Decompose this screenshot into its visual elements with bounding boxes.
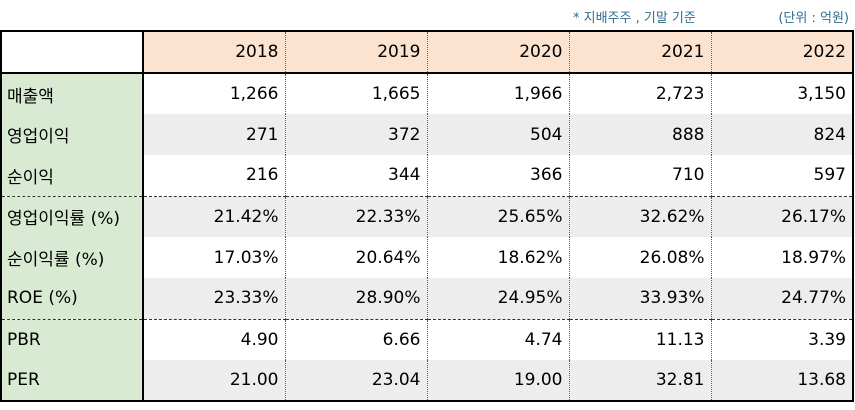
table-cell: 17.03% bbox=[142, 237, 286, 278]
table-cell: 23.33% bbox=[142, 278, 286, 319]
row-label: 영업이익률 (%) bbox=[0, 195, 144, 237]
financial-table: 2018 2019 2020 2021 2022 매출액 1,266 1,665… bbox=[0, 30, 854, 402]
table-cell: 1,266 bbox=[142, 72, 286, 114]
basis-note: * 지배주주 , 기말 기준 bbox=[573, 11, 696, 26]
table-row: 영업이익 271 372 504 888 824 bbox=[0, 114, 854, 155]
year-header: 2020 bbox=[426, 30, 570, 74]
table-cell: 24.95% bbox=[426, 278, 570, 319]
unit-note: (단위 : 억원) bbox=[778, 11, 849, 26]
table-cell: 21.42% bbox=[142, 195, 286, 237]
table-cell: 888 bbox=[568, 114, 712, 155]
table-row: PER 21.00 23.04 19.00 32.81 13.68 bbox=[0, 360, 854, 402]
table-cell: 1,966 bbox=[426, 72, 570, 114]
year-header: 2019 bbox=[284, 30, 428, 74]
table-cell: 18.97% bbox=[710, 237, 854, 278]
table-cell: 19.00 bbox=[426, 360, 570, 402]
row-label: PBR bbox=[0, 318, 144, 360]
table-cell: 13.68 bbox=[710, 360, 854, 402]
year-header: 2022 bbox=[710, 30, 854, 74]
table-cell: 271 bbox=[142, 114, 286, 155]
table-cell: 11.13 bbox=[568, 318, 712, 360]
table-cell: 32.62% bbox=[568, 195, 712, 237]
table-cell: 23.04 bbox=[284, 360, 428, 402]
row-label: 영업이익 bbox=[0, 114, 144, 155]
header-row: 2018 2019 2020 2021 2022 bbox=[0, 30, 854, 74]
year-header: 2018 bbox=[142, 30, 286, 74]
table-cell: 18.62% bbox=[426, 237, 570, 278]
table-cell: 216 bbox=[142, 155, 286, 196]
table-cell: 710 bbox=[568, 155, 712, 196]
table-cell: 504 bbox=[426, 114, 570, 155]
table-cell: 20.64% bbox=[284, 237, 428, 278]
table-cell: 2,723 bbox=[568, 72, 712, 114]
row-label: 매출액 bbox=[0, 72, 144, 114]
table-row: 매출액 1,266 1,665 1,966 2,723 3,150 bbox=[0, 72, 854, 114]
row-label: PER bbox=[0, 360, 144, 402]
table-cell: 824 bbox=[710, 114, 854, 155]
table-cell: 25.65% bbox=[426, 195, 570, 237]
table-cell: 32.81 bbox=[568, 360, 712, 402]
table-cell: 372 bbox=[284, 114, 428, 155]
row-label: 순이익 bbox=[0, 155, 144, 196]
table-cell: 3.39 bbox=[710, 318, 854, 360]
table-cell: 344 bbox=[284, 155, 428, 196]
corner-cell bbox=[0, 30, 144, 74]
row-label: 순이익률 (%) bbox=[0, 237, 144, 278]
table-cell: 33.93% bbox=[568, 278, 712, 319]
table-cell: 597 bbox=[710, 155, 854, 196]
table-row: 순이익률 (%) 17.03% 20.64% 18.62% 26.08% 18.… bbox=[0, 237, 854, 278]
table-cell: 3,150 bbox=[710, 72, 854, 114]
table-cell: 1,665 bbox=[284, 72, 428, 114]
financial-table-container: 2018 2019 2020 2021 2022 매출액 1,266 1,665… bbox=[0, 30, 854, 409]
table-cell: 366 bbox=[426, 155, 570, 196]
table-cell: 26.08% bbox=[568, 237, 712, 278]
table-row: ROE (%) 23.33% 28.90% 24.95% 33.93% 24.7… bbox=[0, 278, 854, 319]
table-row: PBR 4.90 6.66 4.74 11.13 3.39 bbox=[0, 318, 854, 360]
year-header: 2021 bbox=[568, 30, 712, 74]
table-cell: 24.77% bbox=[710, 278, 854, 319]
table-cell: 22.33% bbox=[284, 195, 428, 237]
table-cell: 4.90 bbox=[142, 318, 286, 360]
table-cell: 4.74 bbox=[426, 318, 570, 360]
table-cell: 28.90% bbox=[284, 278, 428, 319]
table-row: 순이익 216 344 366 710 597 bbox=[0, 155, 854, 196]
row-label: ROE (%) bbox=[0, 278, 144, 319]
table-cell: 21.00 bbox=[142, 360, 286, 402]
table-cell: 6.66 bbox=[284, 318, 428, 360]
table-cell: 26.17% bbox=[710, 195, 854, 237]
table-row: 영업이익률 (%) 21.42% 22.33% 25.65% 32.62% 26… bbox=[0, 195, 854, 237]
